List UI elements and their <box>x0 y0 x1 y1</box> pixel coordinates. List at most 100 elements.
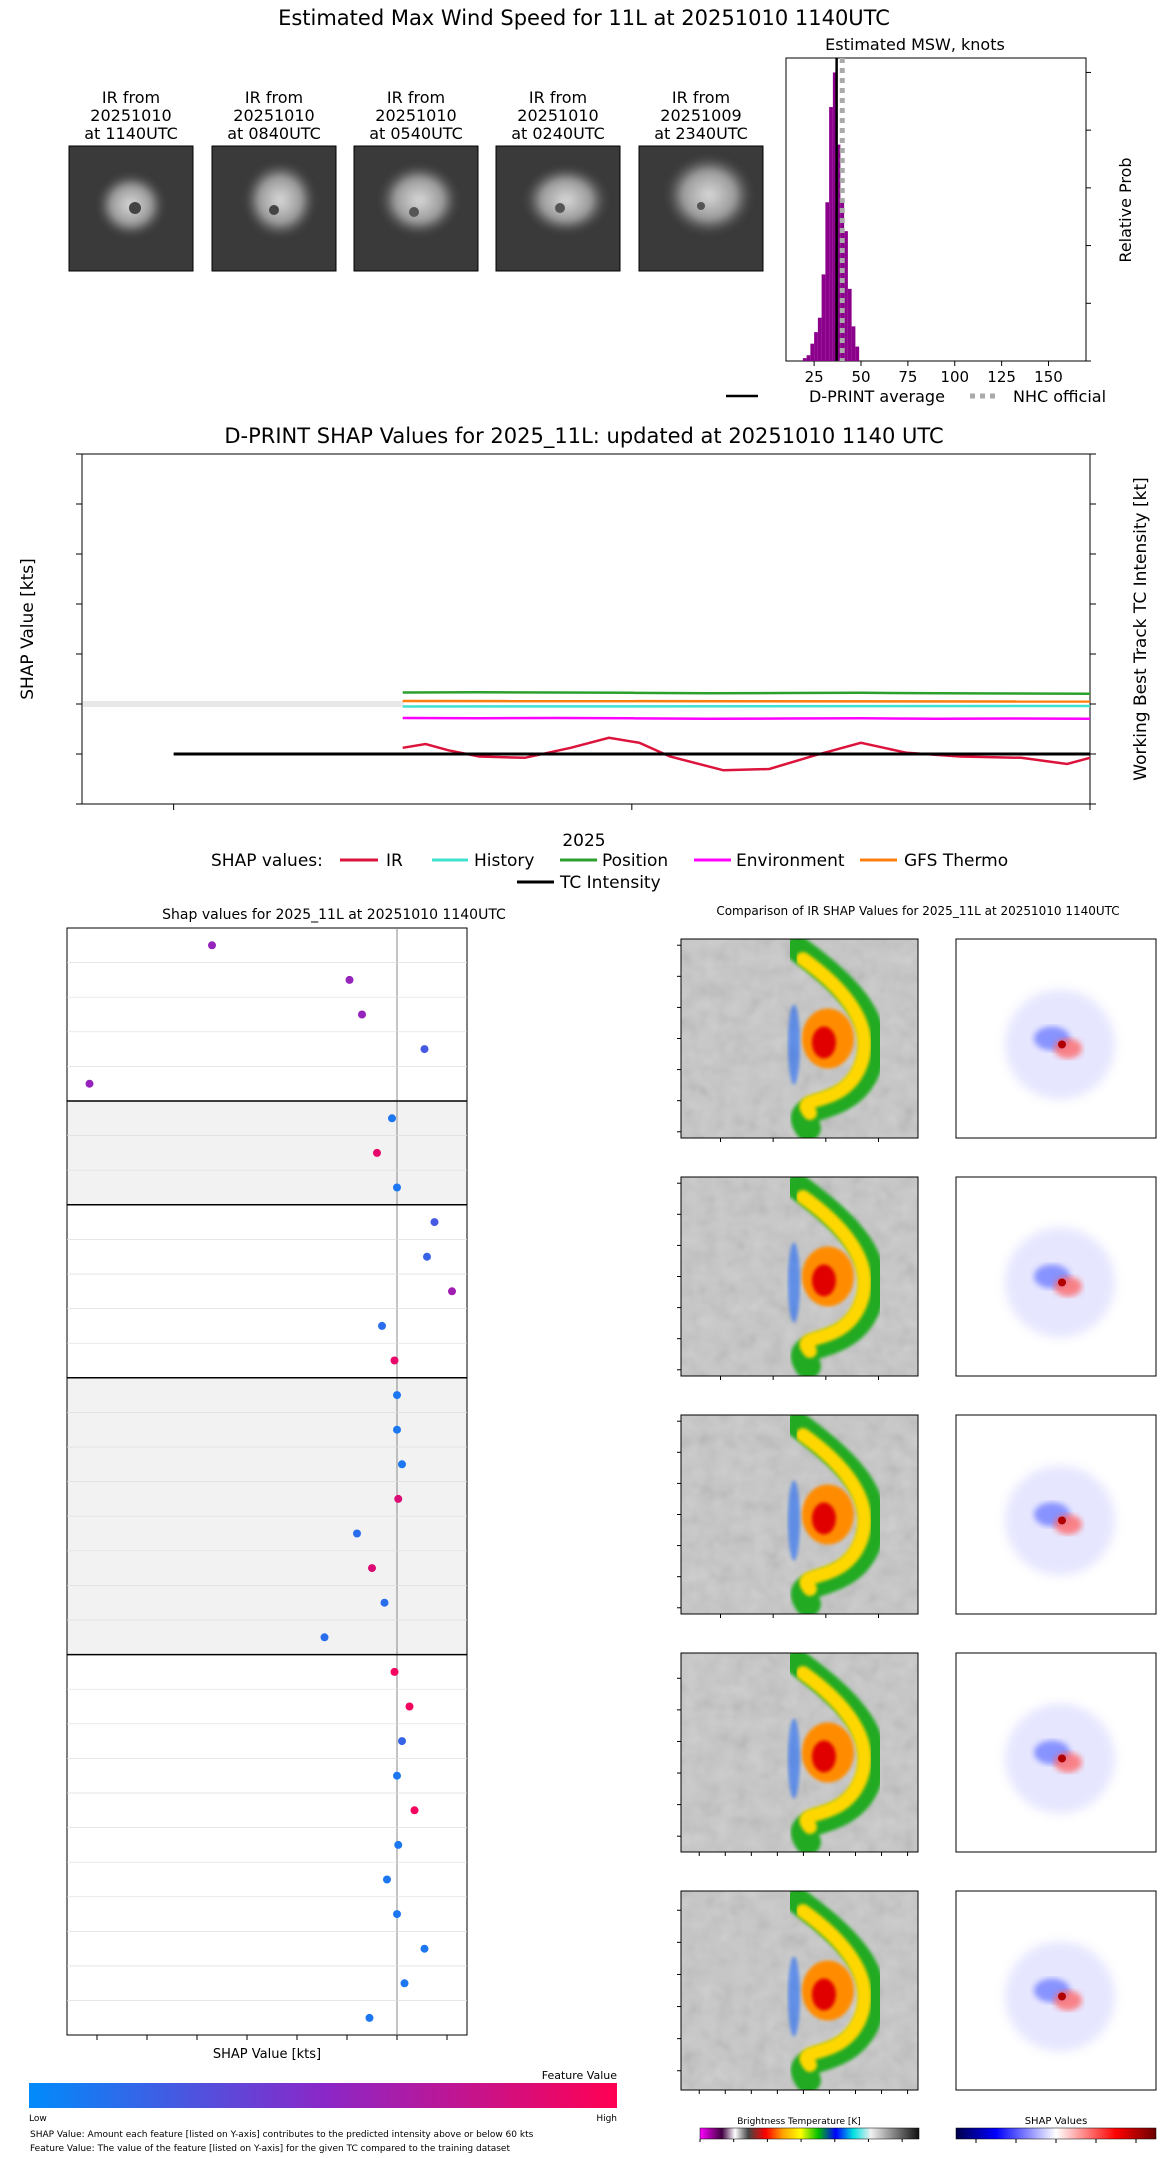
feat-footnote-1: SHAP Value: Amount each feature [listed … <box>30 2130 534 2140</box>
bt-colorbar-title: Brightness Temperature [K] <box>737 2117 861 2127</box>
cmp-row <box>677 938 1157 1142</box>
feat-dot <box>393 1425 401 1434</box>
ir-thumb-line1: IR from <box>529 88 587 107</box>
cmp-ir-cloud-band <box>787 1242 800 1323</box>
bt-colorbar <box>699 2127 920 2140</box>
legend-gfs-thermo-label: GFS Thermo <box>904 851 1008 871</box>
cmp-ir-core-hot <box>811 1978 836 2011</box>
hist-bar <box>851 326 856 361</box>
ir-thumb-eye <box>555 203 565 213</box>
ts-ylabel: SHAP Value [kts] <box>18 558 38 700</box>
feat-group-shade <box>67 1101 467 1205</box>
hist-bar <box>832 72 837 361</box>
hist-bar <box>821 274 826 361</box>
bt-colorbar-ticks <box>699 2139 903 2142</box>
feat-colorbar-low: Low <box>29 2114 47 2124</box>
figure-title: Estimated Max Wind Speed for 11L at 2025… <box>278 6 890 30</box>
cmp-ir-frame <box>680 1652 919 1853</box>
shap-feature-plot: Shap values for 2025_11L at 20251010 114… <box>29 907 617 2154</box>
hist-ylabel: Relative Prob <box>1116 157 1135 262</box>
hist-bar <box>810 343 815 361</box>
cmp-ir-core-hot <box>811 1502 836 1535</box>
ir-thumb-cloud <box>665 155 753 235</box>
cmp-ir-band-mid <box>795 1428 872 1596</box>
ir-thumb-line2: 20251010 <box>90 106 171 125</box>
hist-bar <box>855 346 860 361</box>
feat-dot <box>358 1010 366 1019</box>
hist-x-tick-label: 75 <box>898 368 917 386</box>
feat-dot <box>85 1079 94 1088</box>
cmp-shap-peak <box>1058 1278 1066 1287</box>
ir-thumb-eye <box>129 202 141 214</box>
feat-dot <box>353 1529 361 1538</box>
legend-environment-label: Environment <box>736 851 845 871</box>
feat-dot <box>390 1667 399 1676</box>
ts-legend-title: SHAP values: <box>211 851 323 871</box>
legend-dprint-label: D-PRINT average <box>809 387 945 406</box>
ts-y2-ticks <box>1090 453 1096 805</box>
feat-dot <box>378 1321 386 1330</box>
cmp-ir-cloud-band <box>787 1480 800 1561</box>
feat-colorbar-high: High <box>596 2114 617 2124</box>
feat-colorbar-title: Feature Value <box>542 2069 618 2082</box>
feat-dot <box>373 1148 381 1157</box>
feat-dot <box>380 1598 389 1607</box>
feat-dot <box>423 1252 431 1261</box>
series-history-line <box>402 704 1091 708</box>
ir-thumb-line1: IR from <box>102 88 160 107</box>
feat-dot <box>430 1218 439 1227</box>
shap-colorbar-ticks <box>975 2139 1137 2143</box>
hist-bar <box>817 317 822 361</box>
feat-dot <box>398 1737 406 1746</box>
ir-thumbnail: IR from 20251010 at 1140UTC <box>68 88 194 272</box>
ir-thumb-line2: 20251010 <box>375 106 456 125</box>
ir-thumb-line1: IR from <box>245 88 303 107</box>
cmp-ir-frame <box>680 1890 919 2091</box>
hist-x-ticks: 25 50 75 100 125 150 <box>805 361 1063 386</box>
msw-histogram: Estimated MSW, knots 25 50 75 100 125 150 Rel… <box>726 35 1135 406</box>
feat-dot <box>400 1979 409 1988</box>
cmp-shap-peak <box>1058 1754 1066 1763</box>
legend-nhc-label: NHC official <box>1013 387 1106 406</box>
cmp-row <box>677 1176 1157 1380</box>
cmp-row <box>677 1414 1157 1618</box>
cmp-ir-band-mid <box>795 1904 872 2072</box>
feat-dot <box>320 1633 329 1642</box>
cmp-ir-image <box>681 1891 918 2090</box>
feat-dot <box>393 1910 401 1919</box>
feat-dot <box>448 1287 456 1296</box>
ts-y-ticks <box>76 453 82 805</box>
cmp-ir-core-hot <box>811 1264 836 1297</box>
ir-thumb-eye <box>409 207 419 217</box>
cmp-row <box>677 1890 1157 2094</box>
series-gfs_thermo-line <box>402 699 1091 703</box>
hist-x-tick-label: 25 <box>805 368 824 386</box>
hist-bar <box>847 288 852 361</box>
ir-thumb-cloud <box>379 164 459 236</box>
hist-bar <box>836 144 841 361</box>
ts-lines <box>173 691 1091 772</box>
ts-zero-band <box>83 701 404 707</box>
cmp-ir-core-hot <box>811 1026 836 1059</box>
feat-title: Shap values for 2025_11L at 20251010 114… <box>162 907 506 923</box>
ir-thumb-line3: at 0540UTC <box>369 124 463 143</box>
ts-zero-band <box>83 701 404 707</box>
feat-dot <box>405 1702 414 1711</box>
shap-colorbar <box>955 2127 1157 2140</box>
ir-thumb-line3: at 0840UTC <box>227 124 321 143</box>
legend-history-label: History <box>474 851 534 871</box>
hist-bar <box>802 358 807 361</box>
ir-thumb-line2: 20251009 <box>660 106 741 125</box>
series-environment-line <box>402 716 1091 721</box>
cmp-ir-band-mid <box>795 1190 872 1358</box>
ts-y2label: Working Best Track TC Intensity [kt] <box>1131 477 1151 781</box>
ir-thumb-line2: 20251010 <box>233 106 314 125</box>
ts-axes <box>81 453 1091 805</box>
cmp-ir-band-mid <box>795 1666 872 1834</box>
feat-x-ticks <box>96 2035 448 2040</box>
shap-timeseries: D-PRINT SHAP Values for 2025_11L: update… <box>18 424 1151 893</box>
feat-dot <box>388 1114 396 1123</box>
feat-rows <box>67 941 467 2022</box>
ir-thumbnail: IR from 20251010 at 0540UTC <box>353 88 479 272</box>
ir-thumbnail: IR from 20251009 at 2340UTC <box>638 88 764 272</box>
